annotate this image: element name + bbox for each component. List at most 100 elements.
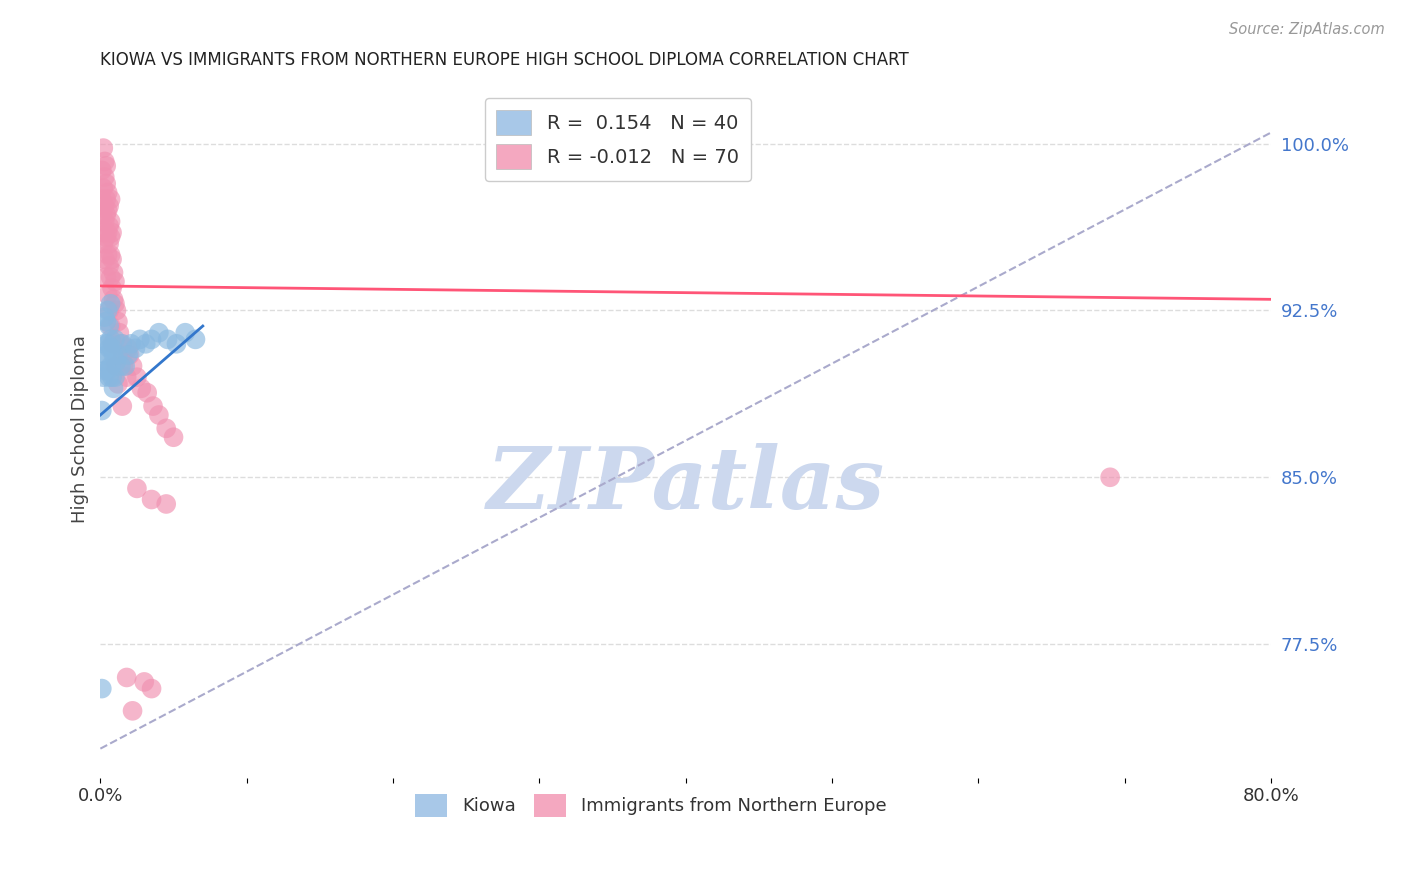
Point xyxy=(90,208,112,222)
Point xyxy=(90,163,112,178)
Point xyxy=(108,326,131,340)
Point xyxy=(120,336,142,351)
Point xyxy=(96,159,118,173)
Y-axis label: High School Diploma: High School Diploma xyxy=(72,335,89,524)
Point xyxy=(131,381,153,395)
Point xyxy=(98,318,121,333)
Point xyxy=(93,310,115,325)
Point xyxy=(117,341,139,355)
Point xyxy=(96,230,118,244)
Point xyxy=(136,385,159,400)
Point xyxy=(100,248,122,262)
Text: Source: ZipAtlas.com: Source: ZipAtlas.com xyxy=(1229,22,1385,37)
Point xyxy=(155,421,177,435)
Point xyxy=(97,288,120,302)
Point xyxy=(97,226,120,240)
Point xyxy=(91,354,114,368)
Text: ZIPatlas: ZIPatlas xyxy=(486,443,884,527)
Point xyxy=(97,248,120,262)
Point xyxy=(107,348,129,362)
Point xyxy=(93,154,115,169)
Point xyxy=(103,381,125,395)
Point xyxy=(125,370,148,384)
Point xyxy=(98,219,121,233)
Point xyxy=(1099,470,1122,484)
Point xyxy=(93,363,115,377)
Point xyxy=(97,336,120,351)
Point xyxy=(115,370,138,384)
Point xyxy=(98,236,121,251)
Point xyxy=(101,252,124,267)
Legend: Kiowa, Immigrants from Northern Europe: Kiowa, Immigrants from Northern Europe xyxy=(408,787,893,824)
Point xyxy=(96,192,118,206)
Point xyxy=(90,403,112,417)
Point xyxy=(141,332,163,346)
Point xyxy=(97,186,120,200)
Point xyxy=(101,226,124,240)
Point xyxy=(184,332,207,346)
Point xyxy=(103,266,125,280)
Point xyxy=(100,214,122,228)
Point xyxy=(97,363,120,377)
Point xyxy=(142,399,165,413)
Point xyxy=(115,670,138,684)
Point xyxy=(110,336,132,351)
Point xyxy=(107,376,129,391)
Point xyxy=(93,199,115,213)
Text: KIOWA VS IMMIGRANTS FROM NORTHERN EUROPE HIGH SCHOOL DIPLOMA CORRELATION CHART: KIOWA VS IMMIGRANTS FROM NORTHERN EUROPE… xyxy=(100,51,910,69)
Point xyxy=(121,359,143,373)
Point xyxy=(96,315,118,329)
Point xyxy=(104,370,127,384)
Point xyxy=(98,341,121,355)
Point xyxy=(114,359,136,373)
Point xyxy=(162,430,184,444)
Point xyxy=(91,181,114,195)
Point xyxy=(104,275,127,289)
Point xyxy=(91,236,114,251)
Point xyxy=(165,336,187,351)
Point xyxy=(98,259,121,273)
Point xyxy=(104,332,127,346)
Point xyxy=(100,270,122,285)
Point xyxy=(100,192,122,206)
Point xyxy=(104,359,127,373)
Point xyxy=(96,177,118,191)
Point xyxy=(100,230,122,244)
Point xyxy=(101,341,124,355)
Point xyxy=(105,303,128,318)
Point xyxy=(107,315,129,329)
Point xyxy=(111,399,134,413)
Point xyxy=(98,370,121,384)
Point xyxy=(98,303,121,318)
Point xyxy=(121,704,143,718)
Point xyxy=(156,332,179,346)
Point xyxy=(90,681,112,696)
Point xyxy=(93,169,115,184)
Point xyxy=(93,252,115,267)
Point xyxy=(100,332,122,346)
Point xyxy=(96,270,118,285)
Point xyxy=(128,332,150,346)
Point xyxy=(97,303,120,318)
Point xyxy=(111,348,134,362)
Point xyxy=(111,336,134,351)
Point xyxy=(100,359,122,373)
Point xyxy=(101,281,124,295)
Point xyxy=(148,408,170,422)
Point xyxy=(117,348,139,362)
Point xyxy=(98,199,121,213)
Point xyxy=(101,370,124,384)
Point xyxy=(97,203,120,218)
Point xyxy=(105,354,128,368)
Point xyxy=(174,326,197,340)
Point xyxy=(141,492,163,507)
Point xyxy=(104,297,127,311)
Point xyxy=(90,192,112,206)
Point xyxy=(100,318,122,333)
Point xyxy=(91,141,114,155)
Point xyxy=(110,359,132,373)
Point xyxy=(125,482,148,496)
Point xyxy=(155,497,177,511)
Point xyxy=(112,359,135,373)
Point xyxy=(124,341,146,355)
